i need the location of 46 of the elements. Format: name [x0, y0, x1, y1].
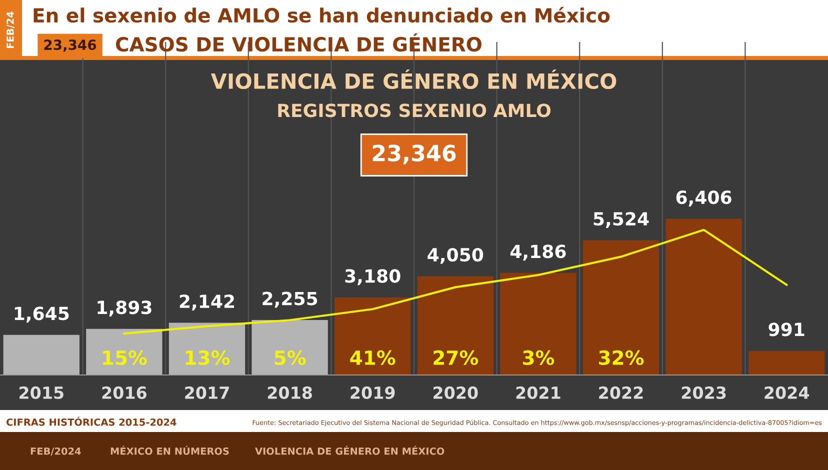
- annotation: 3%: [522, 350, 554, 366]
- x-tick-label: 2020: [434, 386, 478, 400]
- x-tick-label: 2023: [682, 386, 726, 400]
- data-label: 1,645: [14, 306, 69, 323]
- text: FEB/24: [6, 12, 15, 48]
- data-label: 5,524: [594, 212, 649, 228]
- bar: [582, 240, 660, 375]
- bar: [666, 218, 742, 375]
- data-label: 1,893: [98, 300, 152, 317]
- x-tick-label: 2017: [185, 386, 229, 400]
- data-label: 2,255: [262, 292, 318, 308]
- text: En el sexenio de AMLO se han denunciado en México: [34, 6, 610, 23]
- bar: [417, 276, 494, 375]
- bar: [252, 320, 328, 375]
- chart-title: VIOLENCIA DE GÉNERO EN MÉXICO: [210, 69, 616, 90]
- text: CIFRAS HISTÓRICAS 2015-2024: [6, 416, 176, 426]
- data-label: 991: [768, 322, 804, 336]
- bar: [748, 350, 825, 375]
- x-tick-label: 2021: [516, 386, 560, 400]
- data-label: 4,186: [510, 244, 566, 261]
- x-tick-label: 2024: [764, 386, 810, 400]
- annotation: 27%: [434, 350, 478, 366]
- chart-subtitle: REGISTROS SEXENIO AMLO: [278, 104, 551, 118]
- data-label: 2,142: [180, 294, 234, 310]
- x-tick-label: 2019: [350, 386, 395, 400]
- x-tick-label: 2016: [102, 386, 146, 400]
- annotation: 13%: [186, 350, 230, 366]
- text: CASOS DE VIOLENCIA DE GÉNERO: [116, 33, 482, 52]
- data-label: 6,406: [676, 190, 732, 206]
- data-label: 3,180: [345, 269, 400, 286]
- x-tick-label: 2022: [599, 386, 643, 400]
- text: 23,346: [372, 144, 456, 164]
- text: 23,346: [44, 40, 96, 52]
- x-tick-label: 2015: [20, 386, 64, 400]
- annotation: 5%: [274, 350, 306, 366]
- x-tick-label: 2018: [268, 386, 312, 400]
- text: FEB/2024: [30, 447, 81, 456]
- bar: [500, 272, 576, 375]
- bar: [3, 334, 80, 375]
- annotation: 15%: [103, 350, 147, 366]
- text: VIOLENCIA DE GÉNERO EN MÉXICO: [255, 446, 444, 455]
- bar: [334, 297, 411, 375]
- annotation: 41%: [350, 350, 396, 366]
- text: MÉXICO EN NÚMEROS: [110, 446, 229, 455]
- annotation: 32%: [599, 350, 644, 366]
- data-label: 4,050: [428, 248, 484, 264]
